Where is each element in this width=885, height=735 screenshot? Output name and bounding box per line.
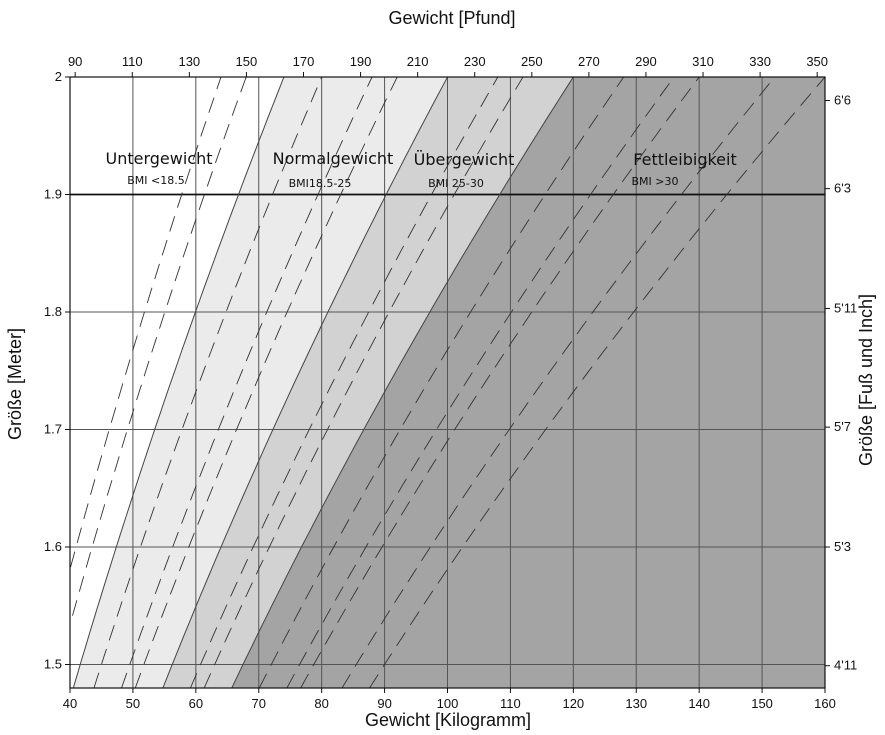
x2-tick-label: 130 xyxy=(178,54,200,69)
x-tick-label: 70 xyxy=(252,696,266,711)
x2-tick-label: 290 xyxy=(635,54,657,69)
reference-bmi-line xyxy=(70,77,247,627)
zone-name-label: Normalgewicht xyxy=(273,149,394,168)
zone-bmi-label: BMI <18.5 xyxy=(127,174,185,187)
x-axis-kg: 40 50 60 70 80 90 100 110 120 130 140 150 160 xyxy=(63,688,836,711)
x2-tick-label: 150 xyxy=(236,54,258,69)
y2-tick-label: 6'6 xyxy=(834,93,851,108)
reference-bmi-line xyxy=(341,77,776,688)
zone-bmi-label: BMI18.5-25 xyxy=(289,177,352,190)
zone-labels: Untergewicht BMI <18.5 Normalgewicht BMI18.… xyxy=(105,149,736,190)
grid xyxy=(70,77,825,688)
zone-boundary-line xyxy=(72,77,285,688)
y-tick-label: 1.9 xyxy=(44,187,62,202)
y2-tick-label: 5'3 xyxy=(834,539,851,554)
x-tick-label: 120 xyxy=(562,696,584,711)
reference-bmi-line xyxy=(369,77,825,688)
x2-tick-label: 250 xyxy=(521,54,543,69)
y-tick-label: 1.5 xyxy=(44,657,62,672)
zone-area-3 xyxy=(231,77,825,688)
zone-bmi-label: BMI 25-30 xyxy=(428,177,484,190)
x2-tick-label: 230 xyxy=(464,54,486,69)
reference-bmi-lines xyxy=(70,77,825,688)
bmi-zones xyxy=(70,77,825,688)
y-tick-label: 1.6 xyxy=(44,539,62,554)
zone-boundaries xyxy=(72,77,574,688)
reference-bmi-line xyxy=(189,77,499,688)
zone-name-label: Fettleibigkeit xyxy=(633,150,736,169)
reference-bmi-line xyxy=(134,77,398,688)
x2-tick-label: 350 xyxy=(806,54,828,69)
x-axis-lb: 90 110 130 150 170 190 210 230 250 270 290 310 330 35… xyxy=(68,54,828,77)
y-tick-label: 2 xyxy=(55,69,62,84)
x2-tick-label: 170 xyxy=(293,54,315,69)
x-tick-label: 130 xyxy=(625,696,647,711)
x-tick-label: 140 xyxy=(688,696,710,711)
x-tick-label: 90 xyxy=(377,696,391,711)
x2-tick-label: 270 xyxy=(578,54,600,69)
y2-tick-label: 5'11 xyxy=(834,300,857,315)
y2-axis-title: Größe [Fuß und Inch] xyxy=(856,294,876,466)
x-tick-label: 150 xyxy=(751,696,773,711)
x2-tick-label: 110 xyxy=(122,54,143,69)
x2-tick-label: 190 xyxy=(350,54,372,69)
reference-bmi-line xyxy=(93,77,323,688)
x-tick-label: 50 xyxy=(126,696,140,711)
x2-tick-label: 310 xyxy=(692,54,714,69)
y2-tick-label: 4'11 xyxy=(834,658,857,673)
y-axis-ftin: 6'6 6'3 5'11 5'7 5'3 4'11 xyxy=(825,93,857,673)
x-tick-label: 40 xyxy=(63,696,77,711)
reference-bmi-line xyxy=(70,77,222,571)
x-tick-label: 100 xyxy=(437,696,459,711)
reference-bmi-line xyxy=(121,77,373,688)
zone-area-0 xyxy=(70,77,284,688)
zone-bmi-label: BMI >30 xyxy=(632,175,679,188)
x2-axis-title: Gewicht [Pfund] xyxy=(388,8,515,28)
x2-tick-label: 330 xyxy=(749,54,771,69)
x-axis-title: Gewicht [Kilogramm] xyxy=(365,710,531,730)
reference-bmi-line xyxy=(258,77,625,688)
x2-tick-label: 210 xyxy=(407,54,429,69)
zone-boundary-line xyxy=(162,77,448,688)
x-tick-label: 60 xyxy=(189,696,203,711)
zone-area-2 xyxy=(162,77,574,688)
reference-bmi-line xyxy=(300,77,700,688)
y2-tick-label: 5'7 xyxy=(834,419,851,434)
zone-boundary-line xyxy=(231,77,574,688)
reference-bmi-line xyxy=(286,77,675,688)
y-axis-m: 1.5 1.6 1.7 1.8 1.9 2 xyxy=(44,69,70,672)
y-tick-label: 1.8 xyxy=(44,304,62,319)
y2-tick-label: 6'3 xyxy=(834,181,851,196)
zone-name-label: Übergewicht xyxy=(414,150,515,169)
x-tick-label: 80 xyxy=(314,696,328,711)
x-tick-label: 160 xyxy=(814,696,836,711)
x-tick-label: 110 xyxy=(500,696,521,711)
zone-area-1 xyxy=(73,77,448,688)
reference-bmi-line xyxy=(203,77,524,688)
y-tick-label: 1.7 xyxy=(44,422,62,437)
zone-name-label: Untergewicht xyxy=(105,149,212,168)
y-axis-title: Größe [Meter] xyxy=(5,328,25,440)
x2-tick-label: 90 xyxy=(68,54,82,69)
